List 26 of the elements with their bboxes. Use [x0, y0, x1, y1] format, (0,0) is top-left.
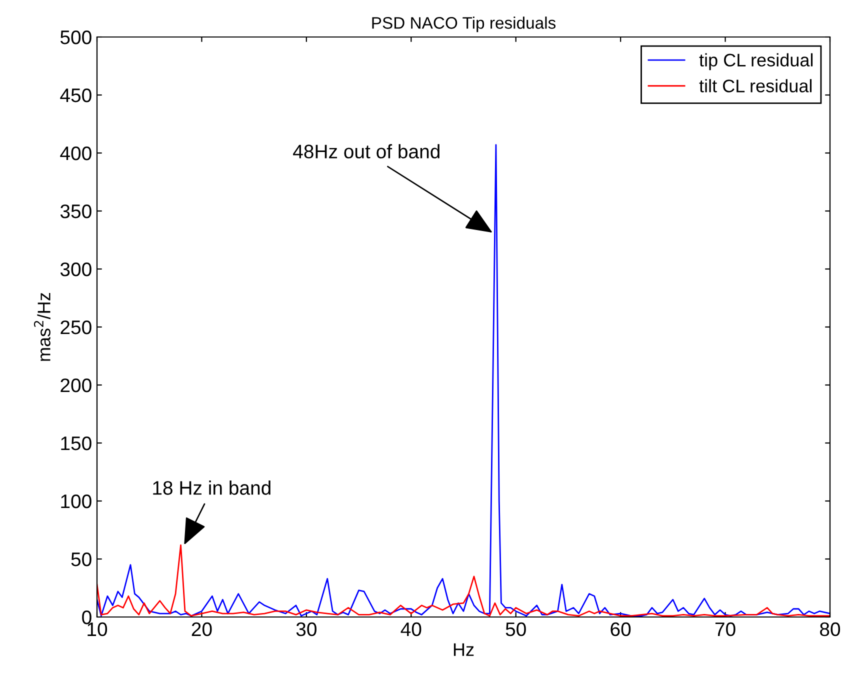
x-tick-label: 10 [88, 622, 108, 636]
annotation: 18 Hz in band [153, 480, 270, 495]
y-tick-label: 0 [82, 610, 92, 624]
y-tick-label: 50 [71, 552, 92, 566]
x-tick-label: 80 [820, 622, 840, 636]
x-tick-label: 30 [296, 622, 316, 636]
y-tick-label: 300 [60, 262, 92, 276]
y-tick-label: 350 [60, 204, 92, 218]
y-tick-label: 450 [60, 88, 92, 102]
y-axis-title: mas$^{2}$/Hz [34, 293, 50, 361]
x-tick-label: 40 [400, 622, 422, 636]
x-axis-title: Hz [454, 643, 474, 656]
x-tick-label: 60 [610, 622, 631, 636]
annotation: 48Hz out of band [293, 144, 440, 158]
chart-title: PSD NACO Tip residuals [372, 16, 556, 32]
y-tick-label: 250 [60, 320, 92, 334]
legend-label: tilt CL residual [699, 79, 812, 92]
x-tick-label: 20 [192, 622, 212, 636]
y-tick-label: 150 [61, 436, 92, 450]
y-tick-label: 400 [60, 146, 92, 160]
x-tick-label: 50 [506, 622, 526, 636]
x-tick-label: 70 [715, 622, 736, 636]
y-tick-label: 200 [60, 378, 92, 392]
y-tick-label: 500 [60, 30, 92, 44]
legend-label: tip CL residual [699, 53, 813, 70]
y-tick-label: 100 [61, 494, 92, 508]
